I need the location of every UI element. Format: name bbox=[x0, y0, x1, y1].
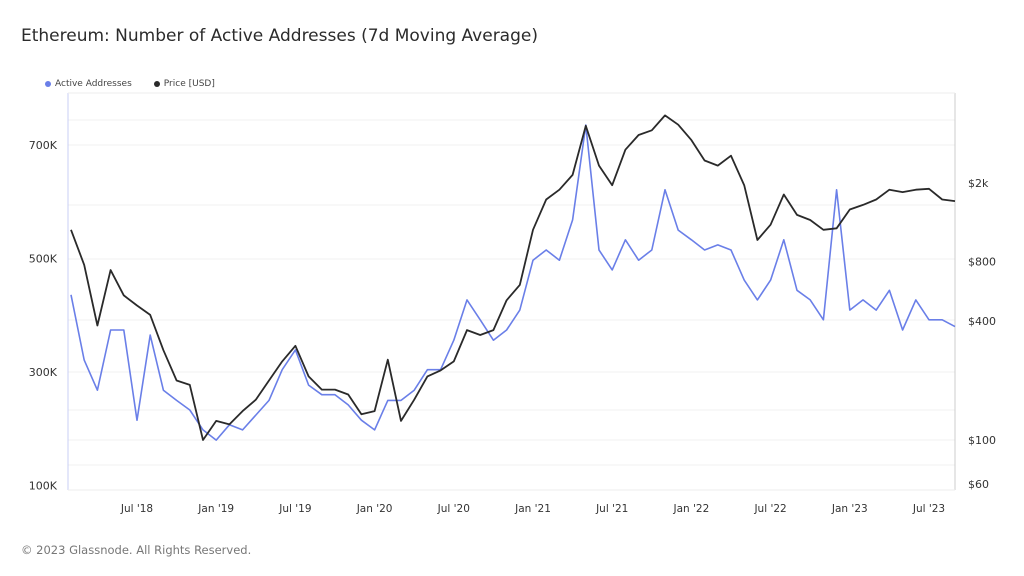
legend-dot-icon bbox=[45, 80, 51, 87]
y-left-tick-label: 100K bbox=[29, 480, 58, 493]
y-right-tick-label: $800 bbox=[968, 256, 996, 269]
y-right-tick-label: $60 bbox=[968, 478, 989, 491]
legend-item-active-addresses[interactable]: Active Addresses bbox=[45, 79, 132, 89]
copyright: © 2023 Glassnode. All Rights Reserved. bbox=[21, 543, 252, 557]
x-tick-label: Jul '19 bbox=[278, 503, 311, 515]
x-tick-label: Jan '23 bbox=[831, 503, 868, 515]
x-tick-label: Jan '21 bbox=[514, 503, 551, 515]
y-right-tick-label: $400 bbox=[968, 315, 996, 328]
y-left-tick-label: 700K bbox=[29, 139, 58, 152]
x-tick-label: Jul '18 bbox=[120, 503, 153, 515]
active-addresses-line bbox=[70, 124, 956, 441]
x-tick-label: Jan '20 bbox=[356, 503, 393, 515]
legend: Active Addresses Price [USD] bbox=[45, 79, 215, 89]
y-left-tick-label: 300K bbox=[29, 366, 58, 379]
price-line bbox=[70, 114, 956, 441]
legend-item-price[interactable]: Price [USD] bbox=[153, 79, 215, 89]
chart-title: Ethereum: Number of Active Addresses (7d… bbox=[21, 26, 538, 46]
legend-dot-icon bbox=[153, 80, 160, 87]
x-tick-label: Jan '22 bbox=[673, 503, 710, 515]
y-right-tick-label: $2k bbox=[968, 177, 989, 190]
x-tick-label: Jul '20 bbox=[437, 503, 470, 515]
y-right-tick-label: $100 bbox=[968, 434, 996, 447]
x-tick-label: Jan '19 bbox=[197, 503, 234, 515]
x-tick-label: Jul '22 bbox=[753, 503, 786, 515]
x-tick-label: Jul '21 bbox=[595, 503, 628, 515]
y-left-tick-label: 500K bbox=[29, 253, 58, 266]
x-tick-label: Jul '23 bbox=[912, 503, 945, 515]
